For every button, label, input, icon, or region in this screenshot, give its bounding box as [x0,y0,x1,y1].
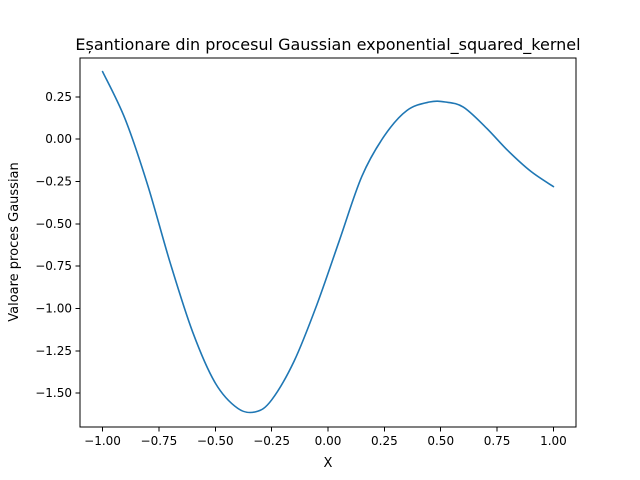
x-tick-label: −1.00 [84,434,121,448]
x-tick-label: 0.00 [315,434,342,448]
series-line [101,70,555,414]
y-tick-label: −0.75 [35,259,72,273]
y-tick-label: −1.25 [35,344,72,358]
y-tick-label: −1.00 [35,302,72,316]
x-tick-label: 0.50 [427,434,454,448]
x-tick-label: 1.00 [540,434,567,448]
x-tick-label: −0.25 [253,434,290,448]
x-tick-label: 0.75 [484,434,511,448]
y-tick-label: 0.00 [45,132,72,146]
x-tick-label: 0.25 [371,434,398,448]
y-tick-label: 0.25 [45,90,72,104]
plot-area [101,70,555,414]
x-axis: −1.00 −0.75 −0.50 −0.25 0.00 0.25 0.50 0.75 1.00 [84,427,567,448]
x-axis-label: X [324,456,333,471]
x-tick-label: −0.50 [197,434,234,448]
chart-title: Eșantionare din procesul Gaussian expone… [75,35,580,55]
y-tick-label: −0.50 [35,217,72,231]
y-axis: 0.25 0.00 −0.25 −0.50 −0.75 −1.00 −1.25 −1.50 [35,90,80,400]
plot-frame [79,57,577,428]
y-axis-label: Valoare proces Gaussian [7,162,22,322]
y-tick-label: −0.25 [35,175,72,189]
y-tick-label: −1.50 [35,386,72,400]
x-tick-label: −0.75 [141,434,178,448]
